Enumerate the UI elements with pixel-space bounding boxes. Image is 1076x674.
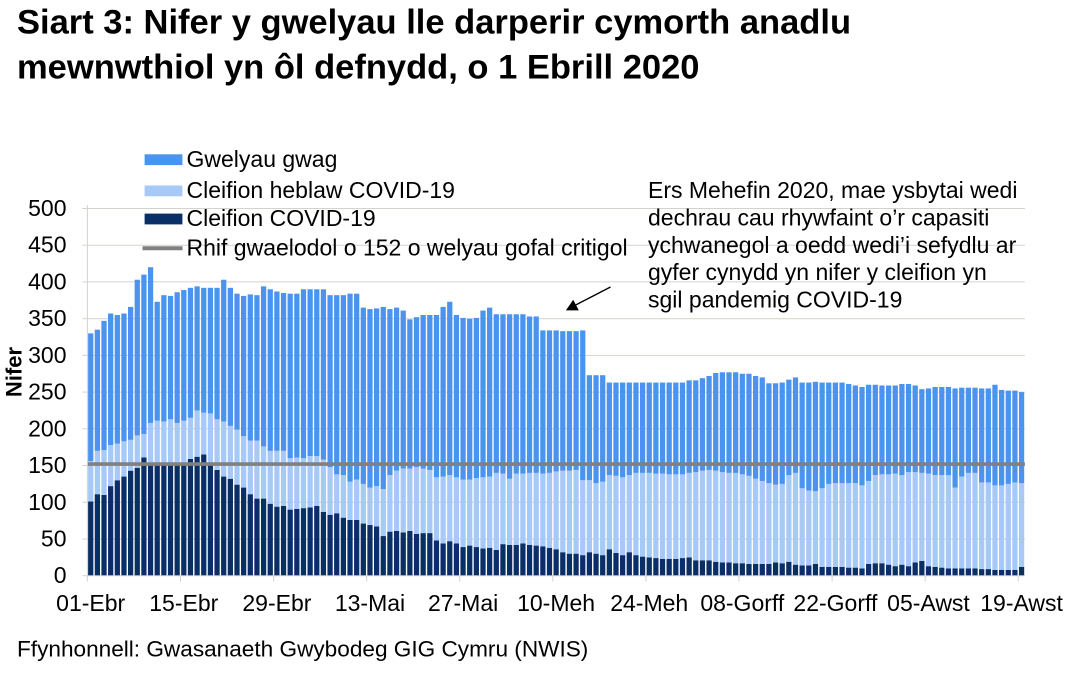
- svg-text:350: 350: [28, 305, 66, 331]
- svg-text:Siart 3: Nifer y gwelyau lle d: Siart 3: Nifer y gwelyau lle darperir cy…: [17, 4, 851, 42]
- svg-text:sgil pandemig COVID-19: sgil pandemig COVID-19: [648, 287, 902, 313]
- svg-text:200: 200: [28, 415, 66, 441]
- svg-text:Nifer: Nifer: [2, 347, 27, 398]
- svg-text:gyfer cynydd yn nifer y cleifi: gyfer cynydd yn nifer y cleifion yn: [648, 259, 987, 285]
- svg-text:ychwanegol a oedd wedi’i sefyd: ychwanegol a oedd wedi’i sefydlu ar: [648, 232, 1017, 258]
- svg-text:01-Ebr: 01-Ebr: [56, 590, 125, 616]
- svg-text:dechrau cau rhywfaint o’r capa: dechrau cau rhywfaint o’r capasiti: [648, 204, 989, 230]
- svg-text:08-Gorff: 08-Gorff: [700, 590, 785, 616]
- svg-text:50: 50: [41, 526, 67, 552]
- svg-text:Ffynhonnell: Gwasanaeth Gwybod: Ffynhonnell: Gwasanaeth Gwybodeg GIG Cym…: [17, 637, 588, 662]
- svg-text:400: 400: [28, 268, 66, 294]
- svg-text:27-Mai: 27-Mai: [428, 590, 498, 616]
- svg-text:05-Awst: 05-Awst: [887, 590, 970, 616]
- svg-text:Cleifion heblaw COVID-19: Cleifion heblaw COVID-19: [187, 177, 455, 203]
- svg-text:500: 500: [28, 195, 66, 221]
- svg-text:150: 150: [28, 452, 66, 478]
- svg-text:24-Meh: 24-Meh: [610, 590, 688, 616]
- svg-text:10-Meh: 10-Meh: [517, 590, 595, 616]
- svg-text:Ers Mehefin 2020, mae ysbytai: Ers Mehefin 2020, mae ysbytai wedi: [648, 177, 1017, 203]
- svg-text:mewnwthiol yn ôl defnydd, o 1: mewnwthiol yn ôl defnydd, o 1 Ebrill 202…: [17, 48, 699, 86]
- svg-text:29-Ebr: 29-Ebr: [242, 590, 311, 616]
- svg-text:100: 100: [28, 489, 66, 515]
- svg-text:22-Gorff: 22-Gorff: [793, 590, 878, 616]
- svg-text:19-Awst: 19-Awst: [980, 590, 1063, 616]
- svg-text:300: 300: [28, 342, 66, 368]
- svg-text:15-Ebr: 15-Ebr: [149, 590, 218, 616]
- svg-text:13-Mai: 13-Mai: [335, 590, 405, 616]
- svg-text:450: 450: [28, 232, 66, 258]
- svg-text:0: 0: [54, 562, 67, 588]
- svg-text:Gwelyau gwag: Gwelyau gwag: [187, 146, 338, 172]
- svg-text:250: 250: [28, 379, 66, 405]
- svg-text:Rhif gwaelodol o 152 o welyau: Rhif gwaelodol o 152 o welyau gofal crit…: [187, 235, 628, 261]
- svg-text:Cleifion COVID-19: Cleifion COVID-19: [187, 205, 376, 231]
